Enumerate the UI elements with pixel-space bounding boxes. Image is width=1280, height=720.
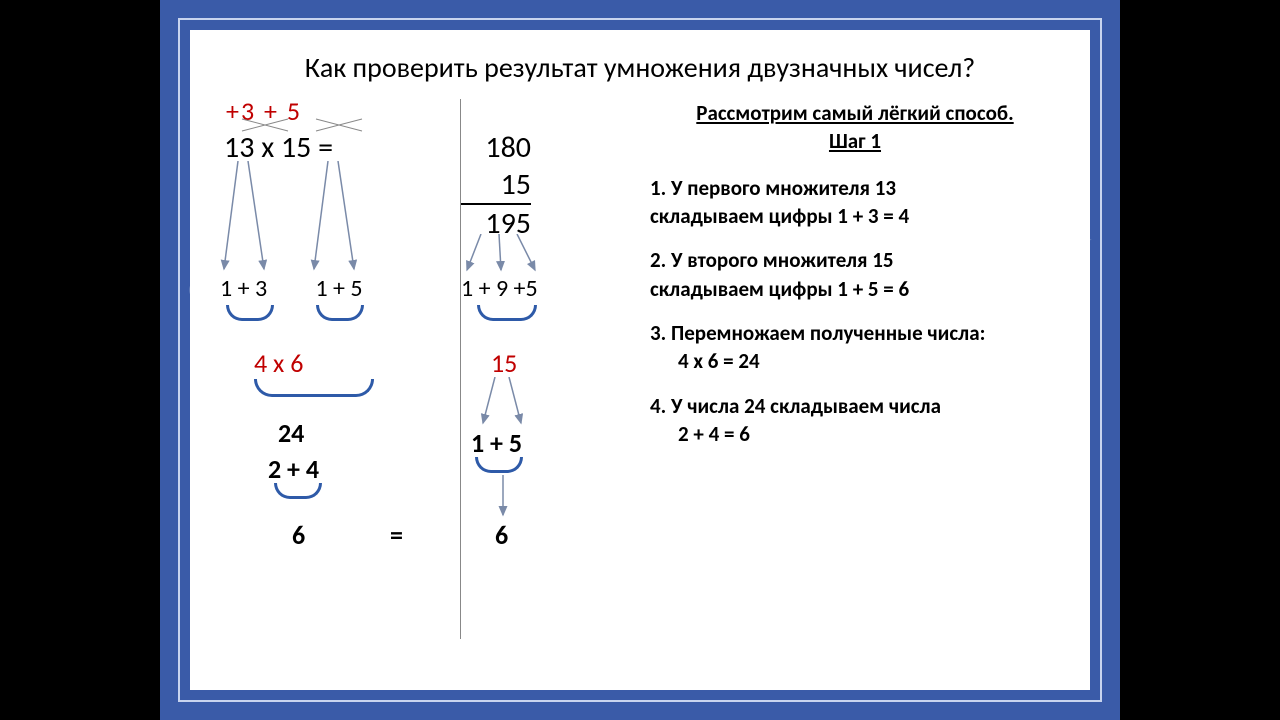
step-1a: 1. У первого множителя 13 xyxy=(650,175,896,201)
step-3: 3. Перемножаем полученные числа: 4 x 6 =… xyxy=(650,319,1060,376)
column-addition: 180 15 195 xyxy=(461,129,531,242)
equals-sign: = xyxy=(390,519,403,551)
slide-title: Как проверить результат умножения двузна… xyxy=(220,50,1060,85)
result-2-plus-4: 2 + 4 xyxy=(268,453,319,485)
slide-inner-border: Как проверить результат умножения двузна… xyxy=(178,18,1102,702)
content-row: +3 + 5 13 x 15 = xyxy=(220,99,1060,639)
header-line-1: Рассмотрим самый лёгкий способ. xyxy=(696,100,1013,126)
step-4a: 4. У числа 24 складываем числа xyxy=(650,393,941,419)
slide-content: Как проверить результат умножения двузна… xyxy=(190,30,1090,690)
method-header: Рассмотрим самый лёгкий способ. Шаг 1 xyxy=(650,99,1060,156)
mid-arrows-2 xyxy=(479,377,539,427)
red-4x6: 4 x 6 xyxy=(254,347,303,379)
red-15: 15 xyxy=(491,347,517,379)
sum-1-5: 1 + 5 xyxy=(315,274,362,303)
mid-arrow-down xyxy=(493,475,513,519)
mid-1-plus-5: 1 + 5 xyxy=(471,427,522,459)
mid-result-6: 6 xyxy=(495,519,508,551)
arc-mid-2 xyxy=(475,457,523,473)
right-column: Рассмотрим самый лёгкий способ. Шаг 1 1.… xyxy=(630,99,1060,639)
step-4: 4. У числа 24 складываем числа 2 + 4 = 6 xyxy=(650,392,1060,449)
arc-2 xyxy=(316,305,364,321)
arc-mid-1 xyxy=(477,305,537,321)
step-1: 1. У первого множителя 13 складываем циф… xyxy=(650,174,1060,231)
step-2b: складываем цифры 1 + 5 = 6 xyxy=(650,276,909,302)
middle-column: 180 15 195 1 + 9 +5 15 xyxy=(460,99,630,639)
addend-15: 15 xyxy=(461,166,531,205)
header-line-2: Шаг 1 xyxy=(829,128,881,154)
mid-digit-sum: 1 + 9 +5 xyxy=(461,274,538,303)
digit-sums-row: 1 + 3 1 + 5 xyxy=(220,274,363,303)
step-3a: 3. Перемножаем полученные числа: xyxy=(650,320,985,346)
step-4b: 2 + 4 = 6 xyxy=(650,421,750,447)
step-1b: складываем цифры 1 + 3 = 4 xyxy=(650,203,909,229)
sum-1-3: 1 + 3 xyxy=(220,274,310,303)
arc-1 xyxy=(226,305,274,321)
addend-180: 180 xyxy=(461,129,531,166)
arc-3 xyxy=(274,483,322,499)
arc-big xyxy=(254,379,374,397)
step-2a: 2. У второго множителя 15 xyxy=(650,247,894,273)
result-24: 24 xyxy=(278,417,304,449)
step-2: 2. У второго множителя 15 складываем циф… xyxy=(650,246,1060,303)
result-6: 6 xyxy=(292,519,305,551)
split-arrows-left xyxy=(220,161,420,276)
mid-arrows-1 xyxy=(461,234,551,274)
left-column: +3 + 5 13 x 15 = xyxy=(220,99,460,639)
step-3b: 4 x 6 = 24 xyxy=(650,348,760,374)
slide-frame: Как проверить результат умножения двузна… xyxy=(160,0,1120,720)
